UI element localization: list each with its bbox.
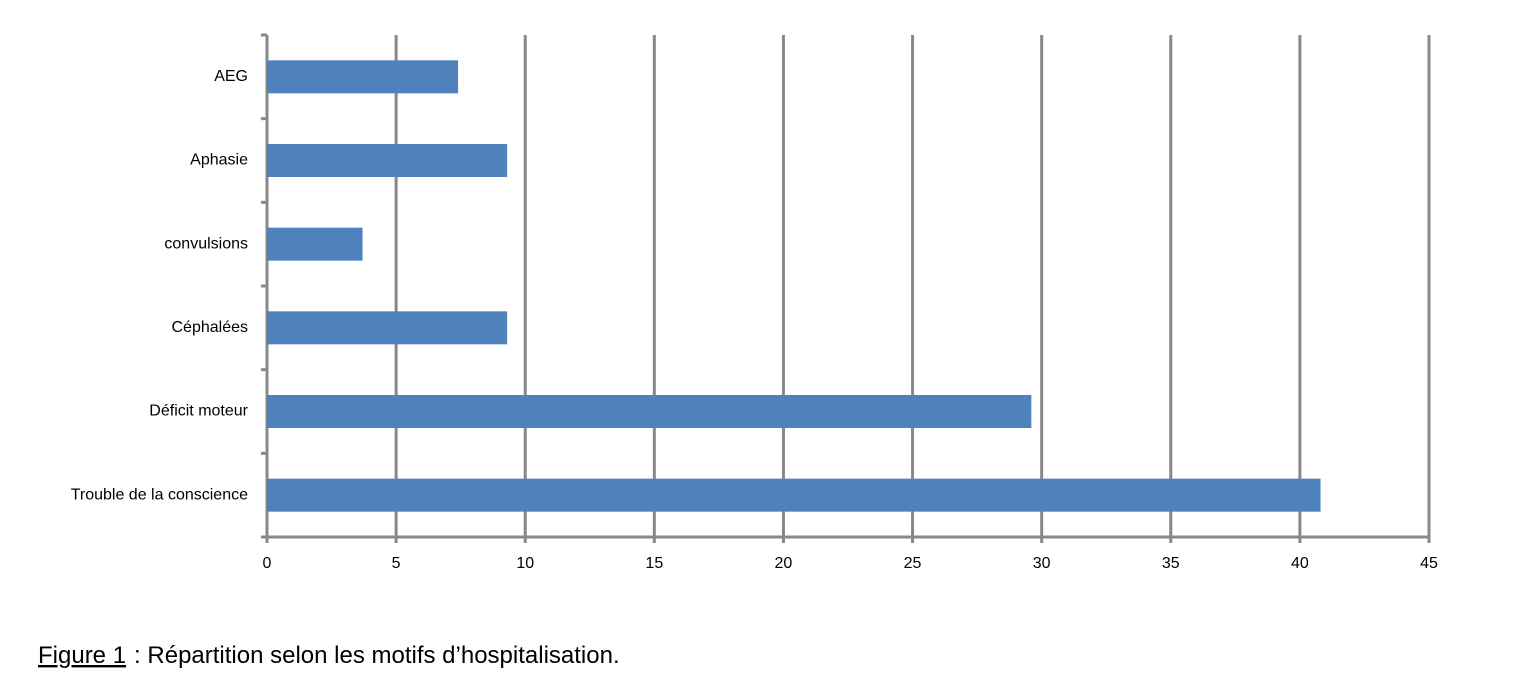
bar: [267, 311, 508, 345]
caption-text: : Répartition selon les motifs d’hospita…: [134, 642, 620, 669]
x-tick-label: 5: [392, 555, 401, 572]
x-tick-label: 25: [904, 555, 922, 572]
y-tick-label: Céphalées: [172, 319, 249, 336]
caption: Figure 1 : Répartition selon les motifs d…: [38, 642, 620, 669]
caption-label: Figure 1: [38, 642, 126, 669]
x-tick-label: 0: [263, 555, 272, 572]
bar: [267, 60, 459, 94]
y-tick-label: Aphasie: [190, 152, 248, 169]
x-tick-label: 15: [645, 555, 663, 572]
y-tick-label: convulsions: [164, 235, 248, 252]
x-tick-label: 10: [516, 555, 534, 572]
x-tick-label: 30: [1033, 555, 1051, 572]
bar: [267, 395, 1032, 428]
y-tick-label: AEG: [214, 68, 248, 85]
x-tick-label: 20: [775, 555, 793, 572]
y-tick-label: Déficit moteur: [149, 403, 248, 420]
bar: [267, 144, 508, 177]
y-tick-label: Trouble de la conscience: [71, 486, 248, 503]
bar: [267, 227, 363, 261]
bar: [267, 478, 1321, 512]
x-tick-label: 45: [1420, 555, 1438, 572]
x-tick-label: 35: [1162, 555, 1180, 572]
x-tick-label: 40: [1291, 555, 1309, 572]
